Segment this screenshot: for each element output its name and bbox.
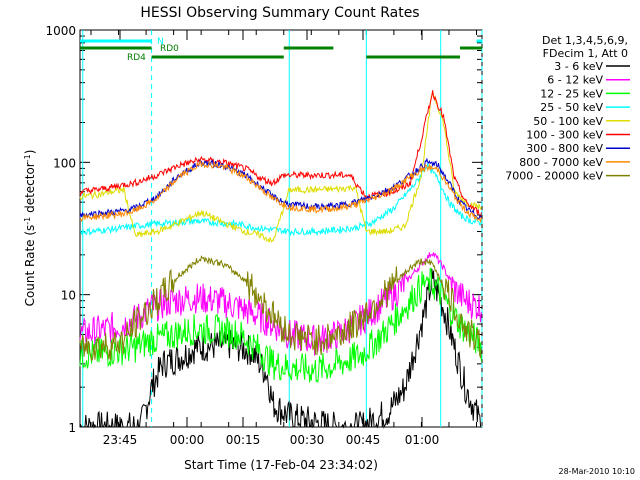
legend-label: 7000 - 20000 keV (505, 170, 603, 183)
flag-label-rd4: RD4 (127, 53, 146, 63)
legend: Det 1,3,4,5,6,9, FDecim 1, Att 0 3 - 6 k… (505, 34, 630, 183)
legend-label: 3 - 6 keV (554, 60, 603, 73)
flag-label-n: N (157, 37, 164, 47)
series-line (79, 90, 482, 243)
legend-label: 300 - 800 keV (526, 142, 603, 155)
legend-header-line-2: FDecim 1, Att 0 (543, 47, 628, 60)
legend-label: 50 - 100 keV (533, 115, 603, 128)
y-axis-title: Count Rate (s-1 detector-1) (23, 150, 37, 307)
x-tick-label: 00:45 (346, 433, 381, 447)
legend-label: 25 - 50 keV (540, 101, 603, 114)
series-line (79, 90, 482, 219)
y-tick-labels: 1 10 100 1000 (45, 24, 76, 435)
series-line (79, 267, 482, 384)
y-tick-label: 100 (53, 156, 76, 170)
plot-area (79, 29, 483, 429)
series-line (79, 268, 482, 429)
chart-title: HESSI Observing Summary Count Rates (140, 5, 419, 21)
legend-label: 800 - 7000 keV (519, 156, 603, 169)
legend-label: 6 - 12 keV (547, 74, 603, 87)
flag-label-rd0: RD0 (160, 44, 179, 54)
timestamp-label: 28-Mar-2010 10:10 (559, 467, 636, 476)
series-line (79, 160, 482, 223)
x-axis-title: Start Time (17-Feb-04 23:34:02) (184, 458, 378, 472)
x-tick-labels: 23:45 00:00 00:15 00:30 00:45 01:00 (103, 433, 440, 447)
flag-bars (80, 39, 482, 59)
legend-label: 12 - 25 keV (540, 87, 603, 100)
series-line (79, 157, 482, 220)
x-tick-label: 00:30 (290, 433, 325, 447)
x-tick-label: 00:15 (226, 433, 261, 447)
y-tick-label: 10 (61, 289, 76, 303)
legend-label: 100 - 300 keV (526, 129, 603, 142)
x-tick-label: 01:00 (405, 433, 440, 447)
x-tick-label: 00:00 (170, 433, 205, 447)
series-line (79, 255, 482, 362)
y-tick-label: 1000 (45, 24, 76, 38)
y-tick-label: 1 (68, 421, 76, 435)
series-lines (79, 90, 482, 429)
legend-header-line-1: Det 1,3,4,5,6,9, (542, 34, 628, 47)
series-line (79, 163, 482, 237)
x-tick-label: 23:45 (103, 433, 138, 447)
